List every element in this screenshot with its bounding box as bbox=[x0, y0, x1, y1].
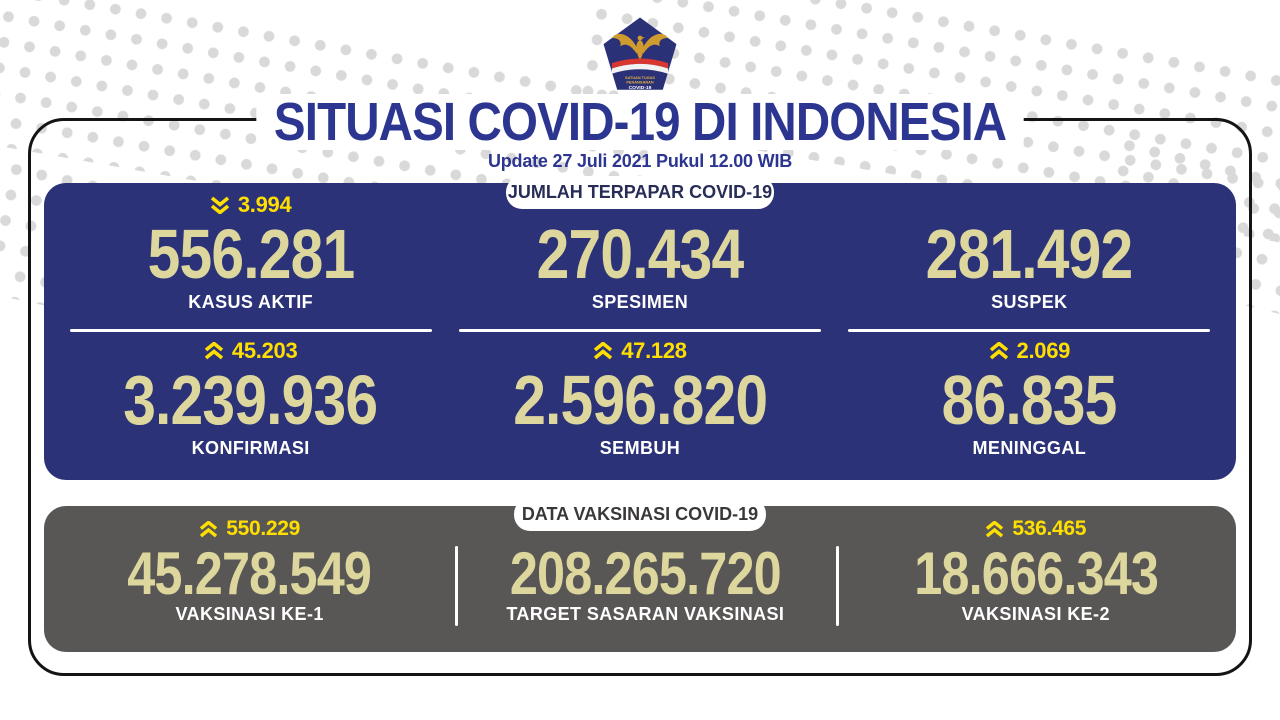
double-chevron-up-icon bbox=[199, 520, 218, 538]
delta-value: 536.465 bbox=[1012, 517, 1087, 540]
logo-text-line2: PENANGANAN bbox=[626, 81, 653, 85]
stat-target-sasaran-vaksinasi: 208.265.720 TARGET SASARAN VAKSINASI bbox=[455, 518, 835, 625]
double-chevron-up-icon bbox=[204, 342, 224, 360]
stat-suspek: 281.492 SUSPEK bbox=[835, 192, 1224, 322]
stat-label: KASUS AKTIF bbox=[188, 292, 314, 312]
vertical-divider-line bbox=[836, 546, 839, 626]
double-chevron-up-icon bbox=[593, 342, 613, 360]
stat-value: 556.281 bbox=[147, 215, 355, 293]
column-divider-line bbox=[458, 328, 822, 332]
daily-change-vaksinasi-ke-1: 550.229 bbox=[199, 517, 301, 540]
column-divider-line bbox=[848, 328, 1211, 332]
stat-label: SPESIMEN bbox=[591, 292, 689, 312]
delta-value: 47.128 bbox=[621, 338, 687, 363]
stat-vaksinasi-ke-2: 536.465 18.666.343 VAKSINASI KE-2 bbox=[835, 517, 1236, 625]
stat-label: MENINGGAL bbox=[972, 438, 1087, 458]
column-divider-line bbox=[69, 328, 432, 332]
stat-value: 270.434 bbox=[536, 215, 745, 293]
stat-label: VAKSINASI KE-2 bbox=[961, 604, 1110, 624]
stat-label: SEMBUH bbox=[599, 438, 681, 458]
stat-label: VAKSINASI KE-1 bbox=[175, 604, 324, 624]
stat-vaksinasi-ke-1: 550.229 45.278.549 VAKSINASI KE-1 bbox=[44, 517, 455, 625]
double-chevron-down-icon bbox=[210, 196, 230, 214]
stat-meninggal: 2.069 86.835 MENINGGAL bbox=[835, 338, 1224, 480]
daily-change-kasus-aktif: 3.994 bbox=[210, 192, 292, 218]
logo-text-line3: COVID-19 bbox=[629, 85, 652, 91]
delta-value: 3.994 bbox=[237, 192, 292, 217]
vertical-divider-line bbox=[455, 546, 458, 626]
vaccination-panel: DATA VAKSINASI COVID-19 550.229 45.278.5… bbox=[44, 498, 1236, 652]
double-chevron-up-icon bbox=[985, 520, 1004, 538]
pentagon-shield-icon: SATUAN TUGAS PENANGANAN COVID-19 bbox=[603, 17, 677, 91]
stat-spesimen: 270.434 SPESIMEN bbox=[445, 192, 834, 322]
title-row: SITUASI COVID-19 DI INDONESIA bbox=[0, 94, 1280, 150]
daily-change-vaksinasi-ke-2: 536.465 bbox=[985, 517, 1087, 540]
stat-sembuh: 47.128 2.596.820 SEMBUH bbox=[445, 338, 834, 480]
update-timestamp: Update 27 Juli 2021 Pukul 12.00 WIB bbox=[487, 151, 793, 171]
red-white-ribbon bbox=[611, 58, 669, 74]
stat-kasus-aktif: 3.994 556.281 KASUS AKTIF bbox=[56, 192, 445, 322]
delta-value: 2.069 bbox=[1016, 338, 1071, 363]
double-chevron-up-icon bbox=[989, 342, 1009, 360]
satgas-covid19-logo: SATUAN TUGAS PENANGANAN COVID-19 bbox=[602, 12, 678, 96]
vaccination-panel-badge: DATA VAKSINASI COVID-19 bbox=[514, 498, 766, 531]
stat-label: TARGET SASARAN VAKSINASI bbox=[506, 604, 785, 624]
daily-change-sembuh: 47.128 bbox=[593, 338, 687, 364]
exposure-panel-badge: JUMLAH TERPAPAR COVID-19 bbox=[506, 176, 774, 209]
stat-label: SUSPEK bbox=[991, 292, 1068, 312]
vaccination-stats-grid: 550.229 45.278.549 VAKSINASI KE-1 208.26… bbox=[44, 506, 1236, 625]
stat-value: 281.492 bbox=[925, 215, 1134, 293]
exposure-stats-grid: 3.994 556.281 KASUS AKTIF 270.434 SPESIM… bbox=[44, 183, 1236, 480]
stat-value: 3.239.936 bbox=[123, 361, 379, 439]
exposure-panel: JUMLAH TERPAPAR COVID-19 3.994 556.281 K… bbox=[44, 176, 1236, 480]
daily-change-meninggal: 2.069 bbox=[989, 338, 1071, 364]
stat-konfirmasi: 45.203 3.239.936 KONFIRMASI bbox=[56, 338, 445, 480]
stat-value: 18.666.343 bbox=[913, 540, 1159, 607]
garuda-emblem-icon bbox=[611, 33, 669, 61]
page-title: SITUASI COVID-19 DI INDONESIA bbox=[256, 94, 1024, 150]
delta-value: 45.203 bbox=[231, 338, 298, 363]
stat-value: 208.265.720 bbox=[509, 540, 782, 607]
stat-value: 2.596.820 bbox=[512, 361, 768, 439]
stat-value: 86.835 bbox=[941, 361, 1118, 439]
logo-text-line1: SATUAN TUGAS bbox=[625, 76, 655, 80]
delta-value: 550.229 bbox=[226, 517, 301, 540]
stat-label: KONFIRMASI bbox=[191, 438, 310, 458]
daily-change-konfirmasi: 45.203 bbox=[204, 338, 298, 364]
stat-value: 45.278.549 bbox=[127, 540, 373, 607]
